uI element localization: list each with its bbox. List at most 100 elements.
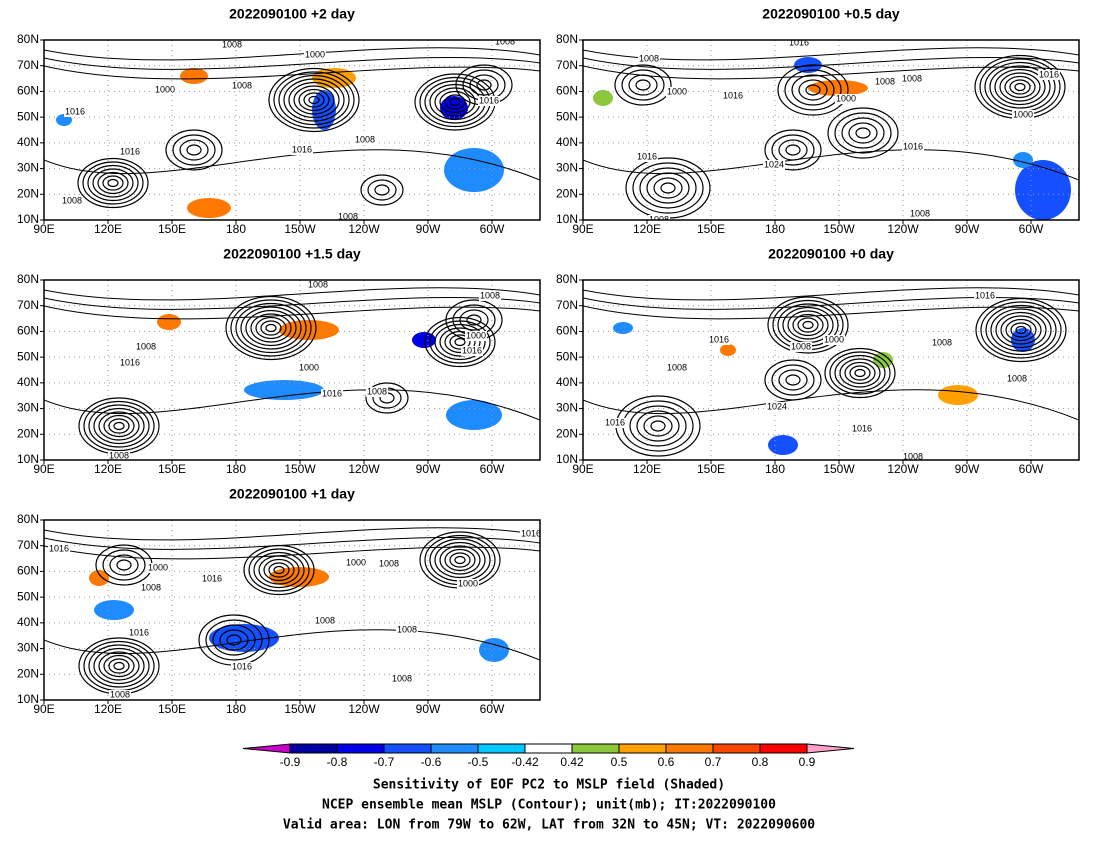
colorbar-box (524, 743, 573, 754)
contour-label-bg (109, 690, 131, 700)
contour-label: 1016 (129, 627, 149, 637)
panel-title: 2022090100 +0.5 day (762, 6, 900, 22)
contour (444, 548, 476, 572)
contour (1005, 318, 1037, 342)
contour (273, 71, 355, 129)
lat-tick-label: 10N (17, 212, 39, 226)
contour (103, 414, 135, 438)
colorbar-box (665, 743, 714, 754)
contour-label: 1016 (479, 95, 499, 105)
contour (975, 297, 1067, 363)
contour (454, 555, 466, 565)
lat-tick-label: 70N (17, 298, 39, 312)
lat-tick-label: 70N (556, 58, 578, 72)
shading (768, 435, 798, 455)
contour-label-bg (823, 335, 845, 345)
contour (44, 629, 540, 661)
lat-tick-label: 70N (556, 298, 578, 312)
contour (44, 527, 540, 541)
contour (785, 144, 801, 156)
lat-tick-label: 80N (17, 272, 39, 286)
lat-tick-label: 30N (17, 161, 39, 175)
lon-tick-label: 90W (416, 462, 441, 476)
contour (293, 85, 335, 115)
contour-label: 1008 (308, 279, 328, 289)
contour (226, 634, 242, 646)
lat-tick-label: 10N (556, 212, 578, 226)
contour (88, 644, 150, 688)
contour (253, 551, 305, 589)
lat-tick-label: 20N (556, 426, 578, 440)
contour (994, 68, 1046, 106)
colorbar-label: -0.6 (421, 755, 442, 769)
lat-tick-label: 80N (17, 32, 39, 46)
lat-tick-label: 20N (17, 666, 39, 680)
contour (646, 172, 690, 204)
contour-label: 1008 (136, 341, 156, 351)
contour-label-bg (396, 625, 418, 635)
contour (93, 647, 145, 685)
contour (243, 544, 315, 596)
shading (720, 344, 736, 356)
contour (308, 95, 320, 105)
contour (225, 295, 317, 361)
contour-label-bg (636, 152, 658, 162)
map-content: 1016 1016 1000 1000 1008 1016 1008 1000 1008 1016… (44, 520, 540, 700)
contour (834, 354, 886, 392)
contour (44, 47, 540, 61)
contour (636, 410, 680, 442)
lat-tick-label: 30N (17, 401, 39, 415)
contour-label: 1008 (910, 208, 930, 218)
contour-label-bg (766, 402, 788, 412)
contour-label: 1008 (355, 134, 375, 144)
contour (990, 308, 1052, 352)
lon-tick-label: 60W (1019, 222, 1044, 236)
contour (288, 81, 340, 119)
lon-tick-label: 180 (226, 222, 246, 236)
shading (479, 638, 509, 662)
contour-label-bg (520, 529, 540, 539)
contour-label: 1016 (65, 106, 85, 116)
contour (240, 306, 302, 350)
shading (808, 80, 868, 96)
shading (1013, 152, 1033, 168)
contour (787, 310, 829, 340)
lat-tick-label: 40N (556, 135, 578, 149)
caption-line: Valid area: LON from 79W to 62W, LAT fro… (283, 818, 815, 833)
contour (44, 149, 540, 181)
contour (985, 304, 1057, 356)
lon-tick-label: 120E (94, 702, 122, 716)
contour-label-bg (788, 40, 810, 48)
shading (180, 68, 208, 84)
contour (583, 287, 1079, 301)
contour (298, 88, 330, 112)
contour (367, 179, 397, 201)
lon-tick-label: 90W (955, 462, 980, 476)
lat-tick-label: 60N (17, 84, 39, 98)
contour-label: 1016 (202, 573, 222, 583)
contour-label: 1008 (480, 290, 500, 300)
contour (660, 182, 676, 194)
contour (165, 129, 223, 171)
contour-label-bg (201, 574, 223, 584)
colorbar-box (571, 743, 620, 754)
lon-tick-label: 150E (158, 462, 186, 476)
colorbar-label: 0.42 (560, 755, 584, 769)
colorbar-box (430, 743, 479, 754)
contour-label-bg (108, 451, 130, 460)
contour-label: 1008 (649, 214, 669, 224)
lon-tick-label: 150W (284, 702, 316, 716)
contour-label-bg (722, 91, 744, 101)
contour-label-bg (1012, 110, 1034, 120)
lon-tick-label: 180 (765, 462, 785, 476)
map-panel: 1016 1016 1000 1000 1008 1016 1008 1000 1008 1016… (17, 486, 541, 716)
contour (629, 405, 687, 447)
contour-label: 1008 (232, 80, 252, 90)
contour-label: 1000 (155, 84, 175, 94)
contour-label: 1016 (789, 37, 809, 47)
lat-tick-label: 20N (17, 426, 39, 440)
contour-label: 1008 (875, 76, 895, 86)
colorbar-label: 0.9 (799, 755, 816, 769)
lat-tick-label: 10N (17, 452, 39, 466)
